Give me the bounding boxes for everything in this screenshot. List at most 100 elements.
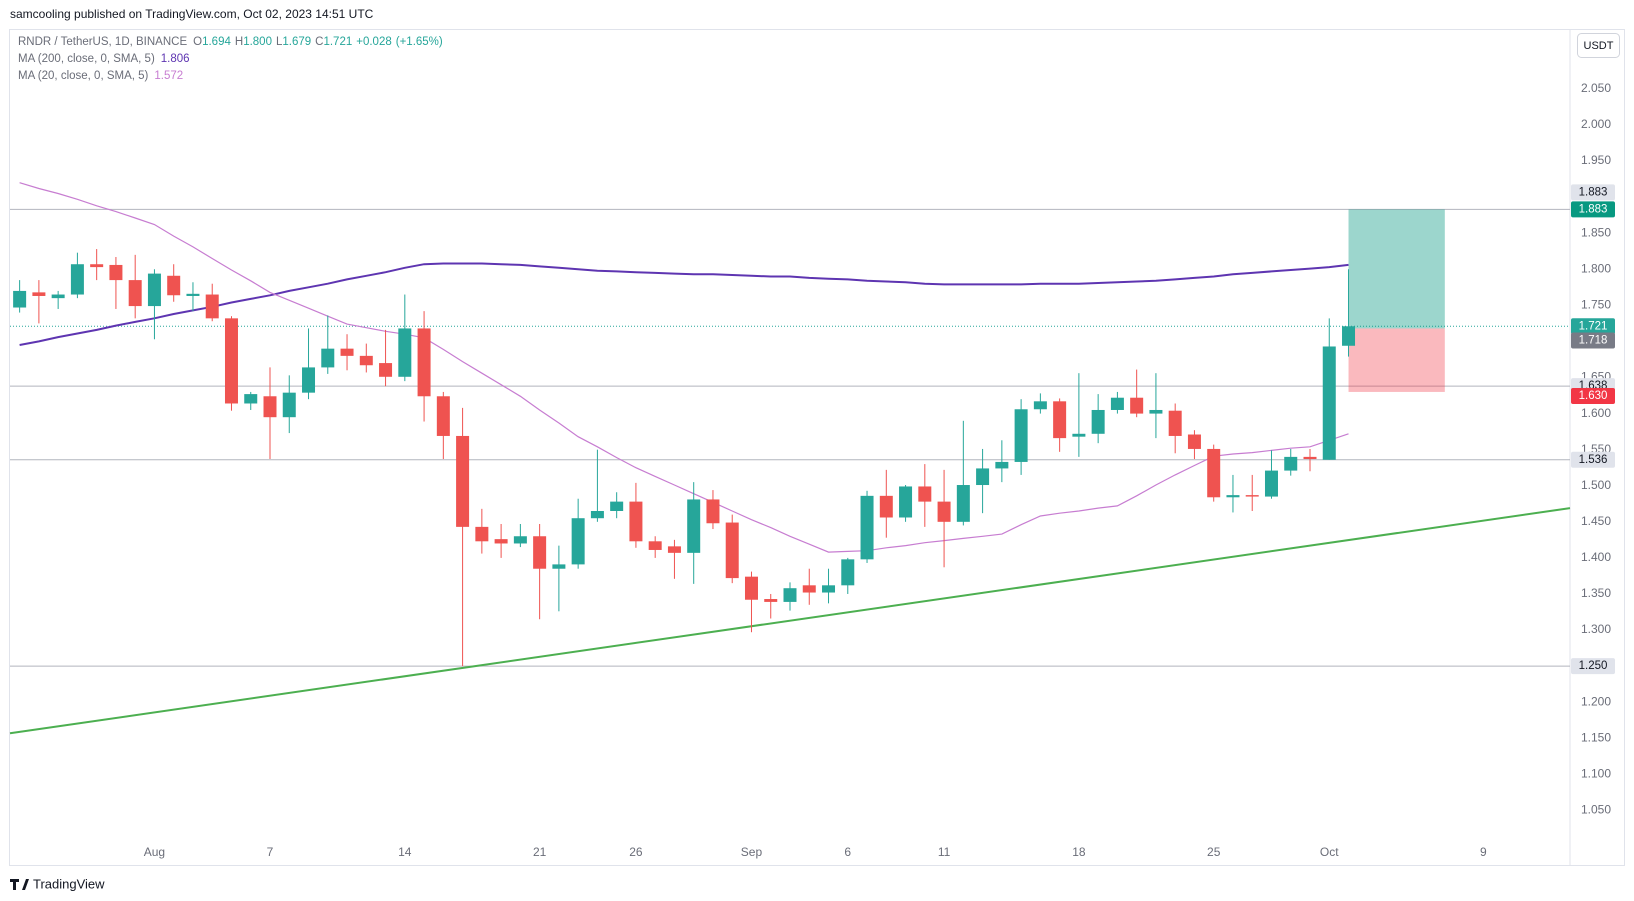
publisher: samcooling published on TradingView.com,…: [10, 7, 374, 21]
candle-body: [706, 499, 720, 524]
candle-body: [1264, 470, 1278, 497]
candle-body: [764, 599, 778, 602]
footer-logo: TradingView: [10, 876, 105, 891]
price-tag-label: 1.536: [1579, 454, 1608, 466]
y-tick-label: 1.150: [1581, 730, 1611, 744]
y-tick-label: 1.950: [1581, 153, 1611, 167]
legend-ma-name: MA (20, close, 0, SMA, 5): [18, 70, 149, 82]
candle-body: [725, 522, 739, 579]
candle-body: [629, 501, 643, 542]
candle-body: [1168, 410, 1182, 436]
candle-body: [822, 585, 836, 593]
candle-body: [1072, 433, 1086, 437]
candle-body: [1187, 434, 1201, 449]
x-tick-label: 6: [844, 845, 851, 859]
legend-ma20: MA (20, close, 0, SMA, 5) 1.572: [18, 70, 183, 82]
candle-body: [899, 486, 913, 518]
candle-body: [802, 585, 816, 593]
candle-body: [744, 576, 758, 600]
candle-body: [167, 275, 181, 296]
x-tick-label: 14: [398, 845, 412, 859]
legend-value: 1.679: [282, 36, 311, 48]
candle-body: [1342, 326, 1356, 346]
y-tick-label: 1.400: [1581, 550, 1611, 564]
legend-symbol: RNDR / TetherUS, 1D, BINANCE: [18, 36, 187, 48]
legend-ma-value: 1.572: [154, 70, 183, 82]
candle-body: [475, 526, 489, 542]
candle-body: [263, 396, 277, 418]
candle-body: [1245, 495, 1259, 497]
x-tick-label: Aug: [144, 845, 165, 859]
candle-body: [1207, 448, 1221, 498]
price-tag-label: 1.883: [1579, 203, 1608, 215]
y-tick-label: 1.850: [1581, 225, 1611, 239]
currency[interactable]: USDT: [1584, 40, 1614, 52]
trendline: [9, 507, 1571, 735]
candle-body: [610, 501, 624, 511]
y-tick-label: 1.800: [1581, 261, 1611, 275]
candle-body: [571, 518, 585, 565]
candle-body: [436, 396, 450, 436]
x-tick-label: Sep: [741, 845, 763, 859]
candle-body: [379, 363, 393, 377]
candle-body: [995, 461, 1009, 469]
candle-body: [783, 588, 797, 602]
candle-body: [244, 394, 258, 404]
candle-body: [1303, 456, 1317, 460]
y-tick-label: 1.750: [1581, 298, 1611, 312]
x-tick-label: 11: [938, 845, 951, 859]
y-tick-label: 1.050: [1581, 803, 1611, 817]
candle-body: [186, 293, 200, 296]
price-tag: [1571, 387, 1615, 404]
candle-body: [533, 536, 547, 569]
price-tag-label: 1.630: [1579, 390, 1608, 402]
y-tick-label: 1.500: [1581, 478, 1611, 492]
candle-body: [51, 294, 65, 299]
x-tick-label: 18: [1072, 845, 1086, 859]
candle-body: [667, 546, 681, 553]
price-tag: [1571, 184, 1615, 201]
brand: TradingView: [33, 876, 105, 891]
candle-body: [13, 290, 27, 308]
candle-body: [841, 559, 855, 586]
moving-average: [19, 182, 1349, 553]
legend-change-pct: (+1.65%): [396, 36, 443, 48]
candle-body: [956, 485, 970, 522]
price-tag-label: 1.718: [1579, 334, 1608, 346]
y-tick-label: 2.050: [1581, 81, 1611, 95]
candle-body: [1284, 456, 1298, 471]
candle-body: [90, 264, 104, 268]
candle-body: [1033, 401, 1047, 410]
legend-ma-name: MA (200, close, 0, SMA, 5): [18, 53, 155, 65]
moving-average: [19, 262, 1349, 346]
price-tag: [1571, 318, 1615, 335]
legend-key: L: [276, 36, 283, 48]
candle-body: [359, 355, 373, 366]
candle-body: [1226, 495, 1240, 498]
candle-body: [687, 499, 701, 553]
candle-body: [321, 348, 335, 368]
price-tag-label: 1.721: [1579, 320, 1608, 332]
candle-body: [879, 495, 893, 518]
candle-body: [128, 280, 142, 307]
candle-body: [456, 435, 470, 527]
x-tick-label: Oct: [1320, 845, 1339, 859]
candle-body: [282, 392, 296, 418]
candle-body: [109, 264, 123, 281]
candle-body: [1110, 397, 1124, 410]
candle-body: [1053, 401, 1067, 439]
logo-icon: [10, 879, 29, 890]
candle-body: [205, 294, 219, 319]
currency-button[interactable]: [1577, 33, 1620, 58]
candle-body: [918, 486, 932, 502]
legend-change: +0.028: [356, 36, 392, 48]
y-tick-label: 1.100: [1581, 767, 1611, 781]
candle-body: [398, 328, 412, 377]
candle-body: [340, 348, 354, 356]
candle-body: [1149, 409, 1163, 414]
candle-body: [224, 318, 238, 404]
legend-value: 1.721: [323, 36, 352, 48]
price-tag: [1571, 451, 1615, 468]
price-tag-label: 1.250: [1579, 660, 1608, 672]
